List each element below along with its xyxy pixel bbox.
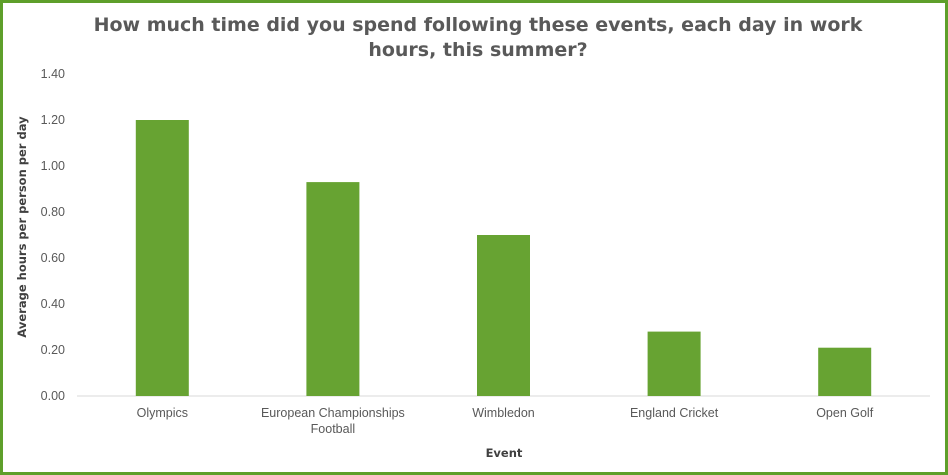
y-tick-label: 0.40 <box>41 297 65 311</box>
bar <box>306 182 360 396</box>
bars <box>135 120 872 396</box>
y-tick-label: 0.20 <box>41 343 65 357</box>
x-tick-label: England Cricket <box>630 406 719 420</box>
y-axis-ticks: 0.00 0.20 0.40 0.60 0.80 1.00 1.20 1.40 <box>41 67 65 403</box>
y-tick-label: 0.60 <box>41 251 65 265</box>
x-tick-label: Open Golf <box>816 406 874 420</box>
chart-title: How much time did you spend following th… <box>93 14 863 61</box>
x-axis-ticks: Olympics European Championships Football Wi… <box>137 406 874 436</box>
y-axis-label: Average hours per person per day <box>15 116 29 338</box>
y-tick-label: 0.00 <box>41 389 65 403</box>
x-axis-label: Event <box>486 446 523 460</box>
x-tick-label: Olympics <box>137 406 188 420</box>
bar <box>477 235 530 396</box>
x-tick-label: Wimbledon <box>472 406 535 420</box>
y-tick-label: 1.00 <box>41 159 65 173</box>
x-tick-label: European Championships Football <box>261 406 405 436</box>
bar <box>647 331 701 396</box>
y-tick-label: 1.20 <box>41 113 65 127</box>
bar <box>818 347 872 396</box>
bar <box>135 120 189 396</box>
y-tick-label: 0.80 <box>41 205 65 219</box>
y-tick-label: 1.40 <box>41 67 65 81</box>
